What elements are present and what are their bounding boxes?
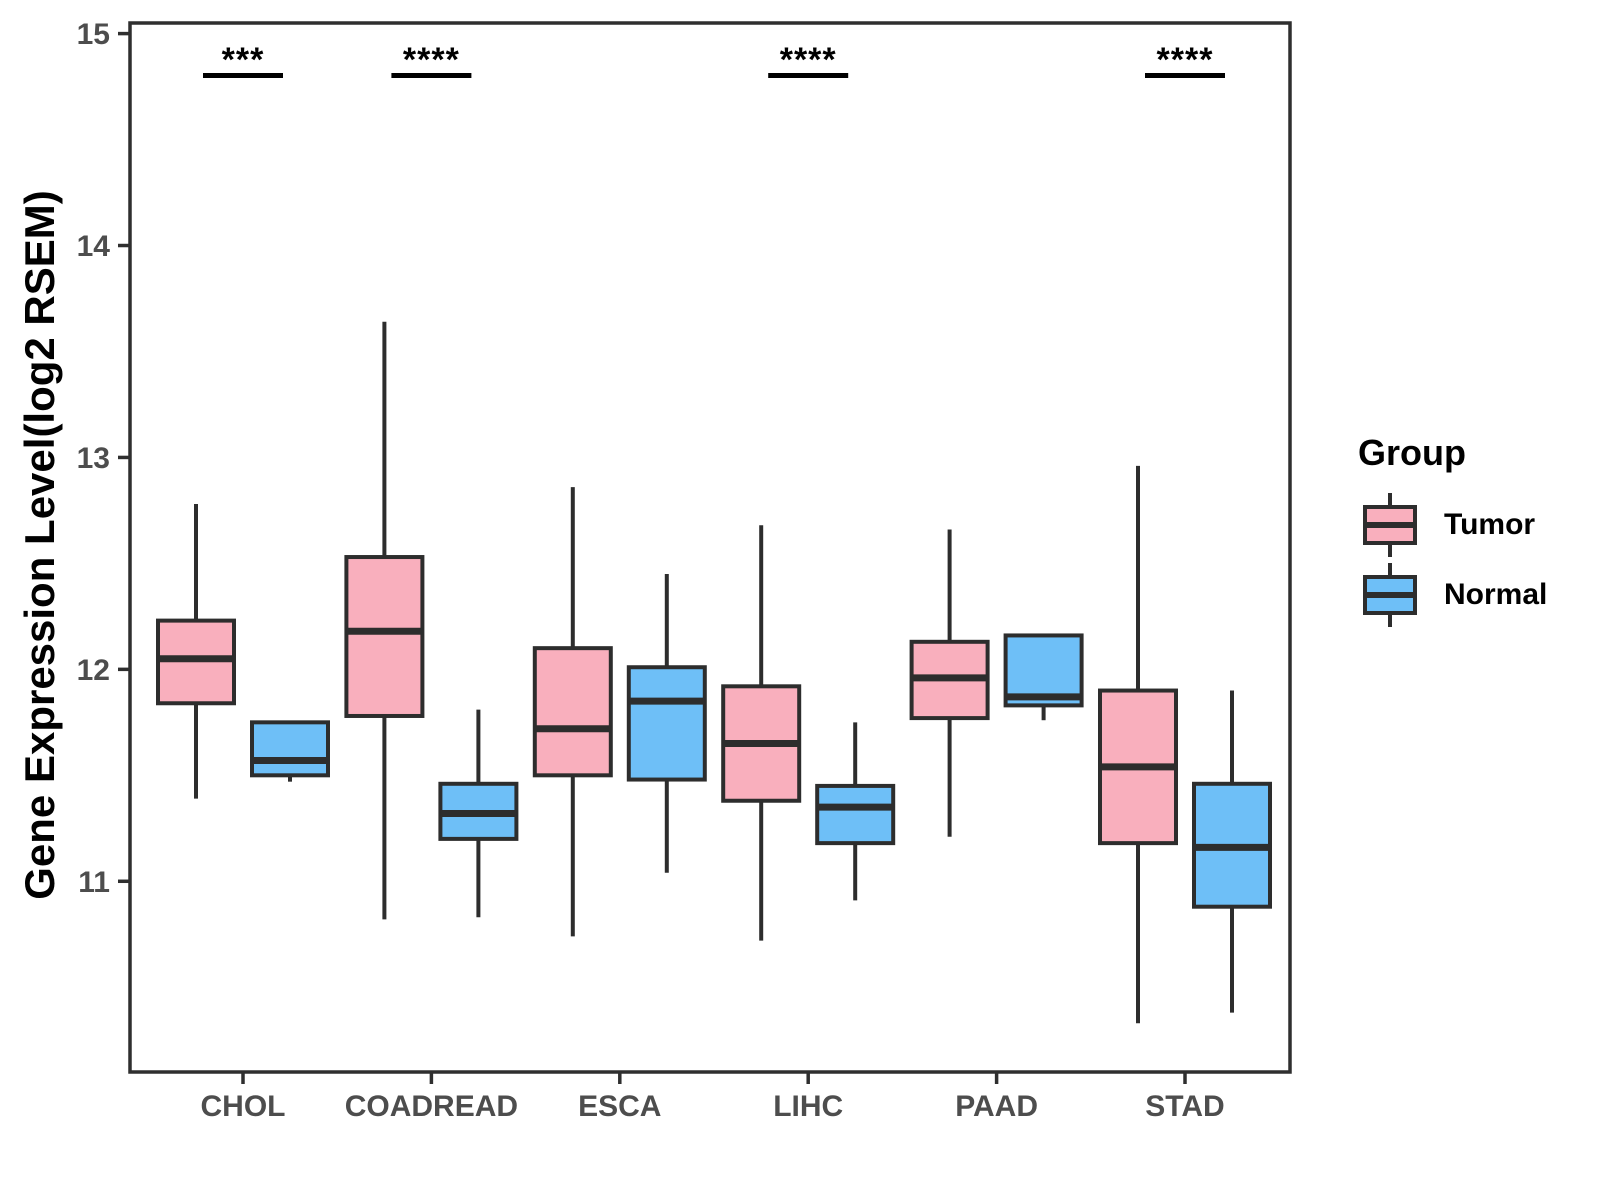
legend-label-tumor: Tumor <box>1444 508 1536 541</box>
y-tick-label-11: 11 <box>78 866 110 899</box>
y-tick-label-12: 12 <box>77 654 110 687</box>
significance-stars-LIHC: **** <box>780 41 837 79</box>
x-tick-label-PAAD: PAAD <box>955 1090 1038 1123</box>
legend: Group Tumor Normal <box>1356 432 1596 630</box>
x-tick-label-ESCA: ESCA <box>578 1090 661 1123</box>
significance-stars-CHOL: *** <box>222 41 265 79</box>
x-tick-label-LIHC: LIHC <box>773 1090 843 1123</box>
normal-boxplot-key-icon <box>1363 563 1417 627</box>
significance-stars-COADREAD: **** <box>403 41 460 79</box>
legend-item-normal: Normal <box>1356 560 1596 630</box>
x-tick-label-COADREAD: COADREAD <box>345 1090 518 1123</box>
box-CHOL-Normal <box>250 720 330 778</box>
significance-stars-STAD: **** <box>1157 41 1214 79</box>
tumor-boxplot-key-icon <box>1363 493 1417 557</box>
box-COADREAD-Tumor <box>344 555 425 718</box>
y-tick-label-14: 14 <box>77 230 111 263</box>
legend-label-normal: Normal <box>1444 578 1548 611</box>
plot-panel-border <box>128 21 1292 1074</box>
y-axis-title: Gene Expression Level(log2 RSEM) <box>16 190 63 900</box>
box-ESCA-Normal <box>626 665 707 782</box>
x-tick-label-STAD: STAD <box>1145 1090 1224 1123</box>
box-LIHC-Normal <box>815 783 896 846</box>
y-tick-label-13: 13 <box>77 442 110 475</box>
box-ESCA-Tumor <box>532 646 613 778</box>
legend-item-tumor: Tumor <box>1356 490 1596 560</box>
y-tick-label-15: 15 <box>77 18 110 51</box>
legend-title: Group <box>1358 432 1466 473</box>
x-tick-label-CHOL: CHOL <box>201 1090 286 1123</box>
